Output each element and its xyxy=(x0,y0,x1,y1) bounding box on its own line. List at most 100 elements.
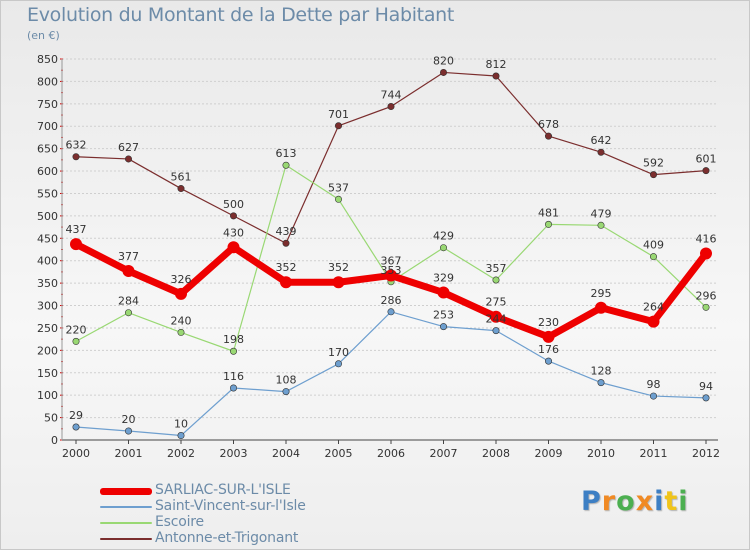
data-label: 286 xyxy=(381,294,402,307)
data-label: 430 xyxy=(223,226,244,239)
data-point xyxy=(544,132,552,140)
data-label: 116 xyxy=(223,370,244,383)
series-saint-vincent-sur-l-isle xyxy=(72,308,710,440)
data-point xyxy=(334,195,342,203)
data-point xyxy=(280,276,292,289)
data-point xyxy=(702,167,710,175)
y-tick-label: 800 xyxy=(37,75,58,88)
data-point xyxy=(492,276,500,284)
data-label: 479 xyxy=(591,207,612,220)
data-label: 820 xyxy=(433,54,454,67)
series-layer xyxy=(70,68,712,440)
data-label: 326 xyxy=(171,273,192,286)
x-tick-label: 2006 xyxy=(377,447,405,460)
data-label: 20 xyxy=(122,413,136,426)
data-point xyxy=(387,103,395,111)
data-label: 198 xyxy=(223,333,244,346)
y-tick-label: 650 xyxy=(37,143,58,156)
data-point xyxy=(544,357,552,365)
data-label: 220 xyxy=(66,323,87,336)
data-point xyxy=(72,337,80,345)
data-point xyxy=(72,423,80,431)
axes: 0 50 100 150 200 250 300 350 400 450 500 550 600 650 7… xyxy=(37,53,720,460)
y-tick-label: 450 xyxy=(37,232,58,245)
data-label: 537 xyxy=(328,181,349,194)
series-escoire xyxy=(72,161,710,355)
x-tick-label: 2008 xyxy=(482,447,510,460)
plot-area xyxy=(62,59,718,440)
legend-swatch xyxy=(100,506,152,508)
logo-letter: t xyxy=(664,486,679,517)
data-label: 329 xyxy=(433,272,454,285)
legend-label: Saint-Vincent-sur-l'Isle xyxy=(155,498,306,514)
data-label: 29 xyxy=(69,409,83,422)
data-label: 500 xyxy=(223,198,244,211)
y-tick-label: 0 xyxy=(51,434,58,447)
logo-letter: o xyxy=(616,486,636,517)
x-tick-label: 2011 xyxy=(640,447,668,460)
logo-letter: x xyxy=(635,486,655,517)
data-point xyxy=(702,303,710,311)
chart-subtitle: (en €) xyxy=(27,29,60,42)
y-tick-label: 200 xyxy=(37,344,58,357)
chart-title: Evolution du Montant de la Dette par Hab… xyxy=(27,4,455,26)
data-point xyxy=(385,269,397,282)
data-label: 94 xyxy=(699,380,713,393)
x-tick-label: 2005 xyxy=(325,447,353,460)
data-label: 264 xyxy=(643,301,664,314)
data-point xyxy=(230,347,238,355)
data-label: 613 xyxy=(276,147,297,160)
data-label: 642 xyxy=(591,134,612,147)
y-tick-label: 600 xyxy=(37,165,58,178)
data-point xyxy=(282,239,290,247)
data-point xyxy=(227,241,240,254)
y-tick-label: 400 xyxy=(37,255,58,268)
data-label: 296 xyxy=(696,289,717,302)
data-point xyxy=(439,244,447,252)
data-point xyxy=(334,122,342,130)
data-point xyxy=(597,379,605,387)
x-tick-label: 2001 xyxy=(115,447,143,460)
y-tick-label: 500 xyxy=(37,210,58,223)
data-label: 352 xyxy=(328,261,349,274)
data-label: 812 xyxy=(486,58,507,71)
y-tick-label: 350 xyxy=(37,277,58,290)
series-sarliac-sur-l-isle xyxy=(70,238,712,343)
data-label: 377 xyxy=(118,250,139,263)
legend-swatch xyxy=(100,538,152,540)
data-point xyxy=(282,388,290,396)
data-label: 701 xyxy=(328,108,349,121)
y-tick-label: 750 xyxy=(37,98,58,111)
data-point xyxy=(702,394,710,402)
data-label: 295 xyxy=(591,287,612,300)
logo-letter: P xyxy=(581,486,602,517)
legend-swatch xyxy=(100,487,152,495)
data-label: 176 xyxy=(538,343,559,356)
y-tick-label: 250 xyxy=(37,322,58,335)
logo-letter: r xyxy=(601,486,617,517)
data-point xyxy=(332,276,345,289)
data-label: 437 xyxy=(66,223,87,236)
data-point xyxy=(597,221,605,229)
data-point xyxy=(387,308,395,316)
data-point xyxy=(334,360,342,368)
legend-label: SARLIAC-SUR-L'ISLE xyxy=(155,482,291,498)
data-point xyxy=(649,392,657,400)
data-label: 357 xyxy=(486,262,507,275)
data-label: 439 xyxy=(276,225,297,238)
data-point xyxy=(439,68,447,76)
data-label: 353 xyxy=(381,264,402,277)
series-antonne-et-trigonant xyxy=(72,68,710,247)
data-point xyxy=(230,384,238,392)
data-label: 230 xyxy=(538,316,559,329)
data-label: 108 xyxy=(276,374,297,387)
data-point xyxy=(649,171,657,179)
proxiti-logo: Proxiti xyxy=(581,486,689,517)
data-point xyxy=(544,220,552,228)
data-label: 481 xyxy=(538,206,559,219)
data-point xyxy=(700,247,712,260)
data-label: 627 xyxy=(118,141,139,154)
data-label: 284 xyxy=(118,295,139,308)
data-point xyxy=(177,185,185,193)
data-label: 429 xyxy=(433,230,454,243)
